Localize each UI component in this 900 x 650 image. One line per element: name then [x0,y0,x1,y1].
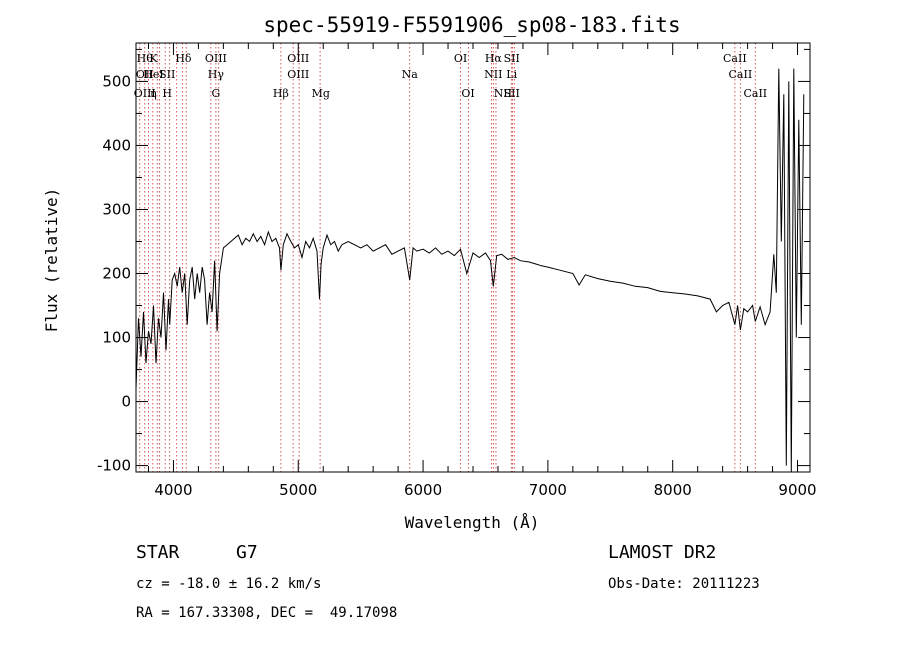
x-tick-label: 9000 [778,481,816,499]
y-tick-label: 500 [102,72,131,90]
line-label: Hβ [273,87,289,100]
line-label: OIII [287,52,309,65]
line-label: Hα [485,52,503,65]
redshift-readout: cz = -18.0 ± 16.2 km/s [136,576,322,592]
x-tick-label: 4000 [154,481,192,499]
line-label: Hγ [208,68,225,81]
y-axis-label: Flux (relative) [42,188,61,333]
line-label: NII [484,68,502,81]
y-tick-label: 400 [102,136,131,154]
x-tick-label: 5000 [279,481,317,499]
line-label: G [211,87,220,100]
y-axis-ticks: -100 0 100 200 300 400 500 [97,48,810,475]
line-label: Mg [312,87,330,100]
obs-date: Obs-Date: 20111223 [608,576,760,592]
x-tick-label: 7000 [529,481,567,499]
line-label: OII [136,68,154,81]
x-tick-label: 6000 [404,481,442,499]
x-axis-ticks: 4000 5000 6000 7000 8000 9000 [147,43,817,499]
subclass-label: G7 [236,542,258,563]
y-tick-label: -100 [97,457,131,475]
line-label: OIII [287,68,309,81]
line-label: Hδ [175,52,192,65]
plot-frame [135,42,811,473]
line-label: HeI [143,68,163,81]
chart-title: spec-55919-F5591906_sp08-183.fits [263,13,680,37]
line-label: η [150,87,157,100]
line-label: NII [494,87,512,100]
y-tick-label: 300 [102,200,131,218]
line-label: K [149,52,158,65]
line-label: OIII [205,52,227,65]
line-label: CaII [729,68,753,81]
x-tick-label: 8000 [654,481,692,499]
line-label: SII [159,68,175,81]
line-label: SII [504,87,520,100]
line-label: SII [504,52,520,65]
x-axis-label: Wavelength (Å) [405,513,540,532]
survey-label: LAMOST DR2 [608,542,717,563]
line-label: Li [506,68,517,81]
coordinates: RA = 167.33308, DEC = 49.17098 [136,605,398,621]
y-tick-label: 100 [102,329,131,347]
class-label: STAR [136,542,180,563]
line-label: OI [461,87,474,100]
line-label: Na [402,68,419,81]
line-label: Hθ [137,52,154,65]
line-label: OI [454,52,467,65]
spectrum-chart: spec-55919-F5591906_sp08-183.fits Hθ OII O… [42,13,817,532]
y-tick-label: 0 [121,393,131,411]
y-tick-label: 200 [102,265,131,283]
spectrum-line [135,68,805,473]
spectral-line-markers [139,43,756,472]
line-label: OIII [134,87,156,100]
line-label: CaII [723,52,747,65]
line-label: CaII [743,87,767,100]
line-label: H [162,87,172,100]
